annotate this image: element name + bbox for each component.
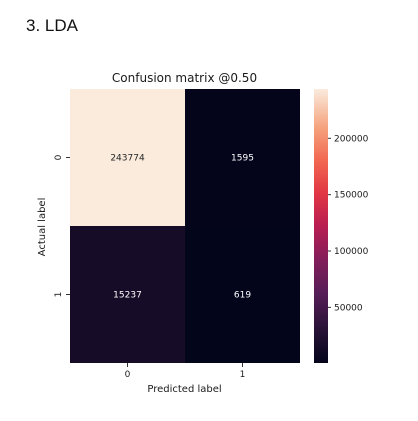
colorbar: 200000 150000 100000 50000: [314, 89, 369, 363]
x-tick-label: 0: [125, 370, 131, 380]
colorbar-tick-label: 50000: [334, 303, 363, 313]
heatmap-cell: [70, 89, 185, 226]
heatmap-cell: [185, 226, 300, 363]
y-tick-label: 1: [54, 292, 64, 298]
heatmap-cells: 243774 1595 15237 619: [70, 89, 300, 363]
x-axis-label: Predicted label: [147, 384, 221, 395]
section-heading: 3. LDA: [26, 16, 78, 35]
colorbar-tick-label: 150000: [334, 191, 369, 201]
colorbar-tick-label: 200000: [334, 134, 369, 144]
cell-value-label: 15237: [113, 291, 142, 301]
chart-title: Confusion matrix @0.50: [112, 71, 257, 85]
heatmap-cell: [185, 89, 300, 226]
x-tick-label: 1: [240, 370, 246, 380]
cell-value-label: 1595: [231, 154, 254, 164]
colorbar-tick-label: 100000: [334, 247, 369, 257]
cell-value-label: 619: [234, 291, 251, 301]
y-axis: 01: [54, 154, 70, 297]
y-tick-label: 0: [54, 154, 64, 160]
cell-value-label: 243774: [110, 154, 145, 164]
y-axis-label: Actual label: [37, 198, 48, 257]
colorbar-gradient: [314, 89, 328, 363]
heatmap-cell: [70, 226, 185, 363]
